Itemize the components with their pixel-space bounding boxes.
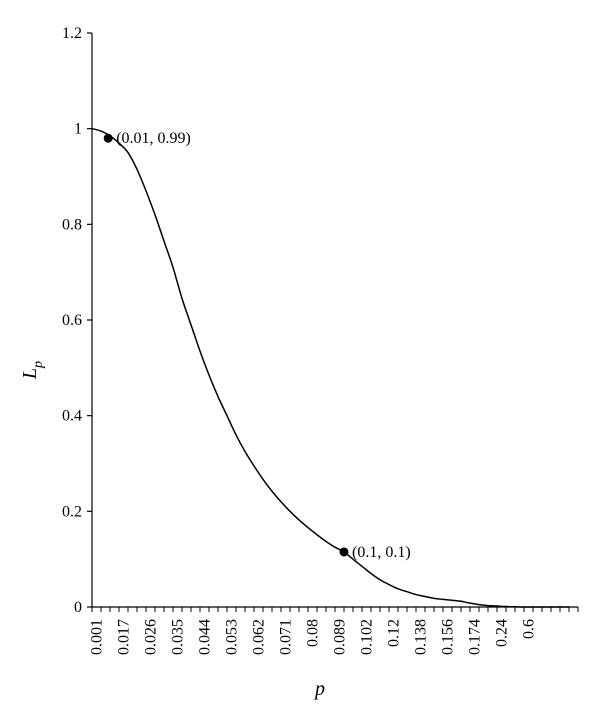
y-axis-title-main: L	[19, 368, 41, 380]
point-annotation: (0.01, 0.99)	[116, 130, 191, 147]
y-tick-label: 0.4	[62, 408, 82, 425]
x-axis: 0.001 0.017 0.026 0.035 0.044 0.053 0.062 0.071…	[89, 606, 579, 655]
y-tick-label: 0.6	[62, 312, 82, 329]
x-tick-label: 0.001	[89, 619, 106, 655]
x-tick-label: 0.062	[251, 619, 268, 655]
x-tick-label: 0.071	[278, 619, 295, 655]
x-tick-label: 0.026	[143, 619, 160, 655]
x-tick-label: 0.156	[440, 619, 457, 655]
point-annotation: (0.1, 0.1)	[352, 544, 411, 561]
x-tick-label: 0.24	[494, 619, 511, 647]
x-axis-title: p	[313, 678, 325, 700]
series-line	[91, 127, 569, 608]
x-tick-label: 0.035	[170, 619, 187, 655]
y-tick-label: 0.8	[62, 216, 82, 233]
x-tick-label: 0.102	[359, 619, 376, 655]
y-axis-title-subscript: p	[31, 361, 46, 369]
y-tick-label: 1.2	[62, 25, 82, 42]
y-axis-title: Lp	[19, 361, 46, 380]
x-tick-label: 0.017	[116, 619, 133, 655]
data-point-marker	[339, 547, 349, 557]
x-tick-label: 0.08	[305, 619, 322, 647]
data-point-marker	[103, 133, 113, 143]
y-tick-label: 0.2	[62, 503, 82, 520]
x-tick-label: 0.174	[467, 619, 484, 655]
x-tick-label: 0.138	[413, 619, 430, 655]
x-tick-label: 0.6	[521, 619, 538, 639]
x-tick-label: 0.044	[197, 619, 214, 655]
y-tick-label: 0	[74, 599, 82, 616]
x-tick-label: 0.12	[386, 619, 403, 647]
y-tick-label: 1	[74, 121, 82, 138]
x-tick-label: 0.089	[332, 619, 349, 655]
y-axis: 0 0.2 0.4 0.6 0.8 1 1.2	[62, 25, 93, 616]
x-tick-label: 0.053	[224, 619, 241, 655]
